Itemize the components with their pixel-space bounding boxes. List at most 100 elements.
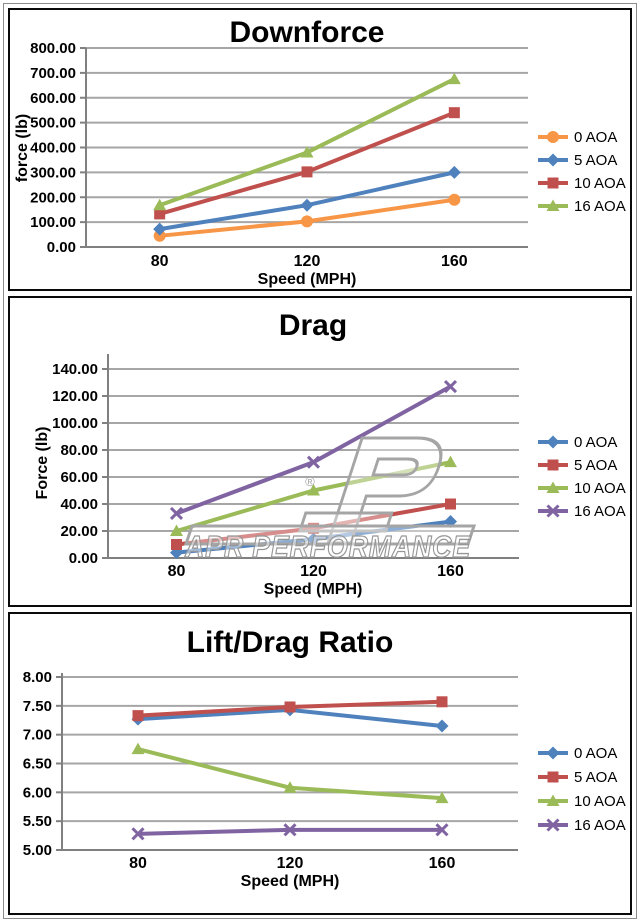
triangle-marker xyxy=(307,484,320,496)
watermark-underline-bar xyxy=(183,524,477,546)
triangle-marker xyxy=(131,742,145,755)
x-tick-label: 120 xyxy=(294,253,321,270)
diamond-marker xyxy=(170,546,183,560)
lift-drag-ratio-plot-area: 5.00 5.50 6.00 6.50 7.00 7.50 8.00 80 120 160 0 AO… xyxy=(23,669,626,872)
legend-label: 0 AOA xyxy=(574,745,617,762)
square-marker xyxy=(154,208,166,220)
apr-performance-watermark: ® APR PERFORMANCE xyxy=(183,436,477,565)
legend-entry-5-aoa: 5 AOA xyxy=(538,457,617,474)
y-tick-label: 140.00 xyxy=(52,361,98,378)
square-marker xyxy=(171,539,182,550)
square-marker xyxy=(547,459,559,471)
circle-marker xyxy=(547,131,559,143)
legend-label: 16 AOA xyxy=(574,198,626,215)
drag-yaxis-label: Force (lb) xyxy=(34,427,51,500)
drag-xaxis-label: Speed (MPH) xyxy=(264,581,363,598)
lift-drag-ratio-chart: 5.00 5.50 6.00 6.50 7.00 7.50 8.00 80 120 160 0 AO… xyxy=(23,626,626,890)
x-marker xyxy=(435,823,449,837)
y-tick-label: 0.00 xyxy=(69,550,98,567)
y-tick-label: 20.00 xyxy=(60,523,98,540)
y-tick-label: 5.00 xyxy=(23,842,52,859)
x-marker xyxy=(546,818,560,832)
square-marker xyxy=(284,701,296,713)
y-tick-label: 6.50 xyxy=(23,756,52,773)
triangle-marker xyxy=(546,481,560,493)
square-marker xyxy=(547,771,559,783)
legend-label: 10 AOA xyxy=(574,175,626,192)
y-tick-label: 120.00 xyxy=(52,388,98,405)
x-marker xyxy=(546,504,560,518)
square-marker xyxy=(445,498,456,510)
y-tick-label: 6.00 xyxy=(23,784,52,801)
x-tick-label: 120 xyxy=(300,563,327,580)
y-tick-label: 60.00 xyxy=(60,469,98,486)
x-tick-label: 160 xyxy=(437,563,464,580)
legend-entry-16-aoa: 16 AOA xyxy=(538,503,626,520)
y-tick-label: 5.50 xyxy=(23,813,52,830)
triangle-marker xyxy=(283,781,297,793)
y-tick-label: 500.00 xyxy=(30,115,76,132)
series-16-aoa xyxy=(131,823,449,841)
square-marker xyxy=(132,710,144,722)
downforce-chart: 0.00 100.00 200.00 300.00 400.00 500.00 600.00… xyxy=(14,16,626,288)
triangle-marker xyxy=(546,199,560,211)
apr-logo-p-outline xyxy=(326,436,443,545)
legend-label: 5 AOA xyxy=(574,457,617,474)
diamond-marker xyxy=(447,165,461,179)
page-frame: 0.00 100.00 200.00 300.00 400.00 500.00 600.00… xyxy=(3,3,637,919)
x-tick-label: 160 xyxy=(429,855,456,872)
x-tick-label: 80 xyxy=(129,855,147,872)
diamond-marker xyxy=(435,719,449,733)
legend-entry-0-aoa: 0 AOA xyxy=(538,129,617,146)
diamond-marker xyxy=(153,222,167,236)
legend-label: 10 AOA xyxy=(574,480,626,497)
triangle-marker xyxy=(300,145,314,158)
triangle-marker xyxy=(546,794,560,806)
legend-label: 0 AOA xyxy=(574,129,617,146)
y-tick-label: 7.00 xyxy=(23,727,52,744)
circle-marker xyxy=(153,229,166,242)
triangle-marker xyxy=(447,72,461,85)
legend-label: 16 AOA xyxy=(574,817,626,834)
downforce-xaxis-label: Speed (MPH) xyxy=(258,271,357,288)
legend-entry-16-aoa: 16 AOA xyxy=(538,198,626,215)
triangle-marker xyxy=(435,791,449,804)
square-marker xyxy=(308,522,319,534)
y-tick-label: 200.00 xyxy=(30,189,76,206)
x-tick-label: 120 xyxy=(277,855,304,872)
diamond-marker xyxy=(307,532,320,546)
legend-entry-10-aoa: 10 AOA xyxy=(538,175,626,192)
diamond-marker xyxy=(546,746,560,760)
y-tick-label: 8.00 xyxy=(23,669,52,686)
legend-label: 0 AOA xyxy=(574,434,617,451)
downforce-yaxis-label: force (lb) xyxy=(14,114,31,182)
square-marker xyxy=(301,166,313,178)
x-tick-label: 160 xyxy=(441,253,468,270)
watermark-text: APR PERFORMANCE xyxy=(184,529,471,564)
legend-label: 10 AOA xyxy=(574,793,626,810)
y-tick-label: 800.00 xyxy=(30,40,76,57)
legend-entry-10-aoa: 10 AOA xyxy=(538,480,626,497)
legend-label: 5 AOA xyxy=(574,769,617,786)
x-tick-label: 80 xyxy=(151,253,169,270)
apr-logo-p-hole xyxy=(371,457,419,477)
drag-chart: 0.00 20.00 40.00 60.00 80.00 100.00 120.00 140.… xyxy=(34,309,626,598)
series-10-aoa xyxy=(154,107,460,220)
diamond-marker xyxy=(546,435,560,449)
diamond-marker xyxy=(300,198,314,212)
legend-entry-0-aoa: 0 AOA xyxy=(538,434,617,451)
diamond-marker xyxy=(546,153,560,167)
x-marker xyxy=(169,506,184,521)
square-marker xyxy=(436,696,448,708)
triangle-marker xyxy=(153,198,167,211)
y-tick-label: 100.00 xyxy=(30,214,76,231)
series-0-aoa xyxy=(153,193,461,242)
x-tick-label: 80 xyxy=(168,563,186,580)
y-tick-label: 7.50 xyxy=(23,698,52,715)
drag-plot-area: 0.00 20.00 40.00 60.00 80.00 100.00 120.00 140.… xyxy=(52,354,626,580)
series-5-aoa xyxy=(171,498,456,550)
square-marker xyxy=(448,107,460,119)
legend-label: 16 AOA xyxy=(574,503,626,520)
x-marker xyxy=(131,827,145,841)
legend-entry-10-aoa: 10 AOA xyxy=(538,793,626,810)
